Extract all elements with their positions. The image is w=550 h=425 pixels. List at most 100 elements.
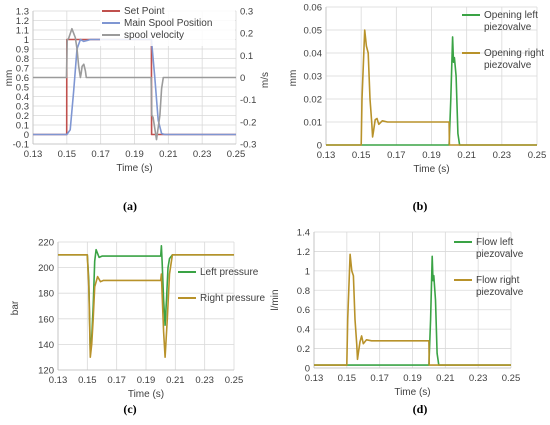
chart-panel-b: 0.13 0.15 0.17 0.19 0.21 0.23 0.25 0 0.01 0.02 0.0… (288, 3, 546, 214)
legend: Opening left piezovalve Opening right piezo… (462, 10, 544, 71)
x-axis-label: Time (s) (116, 163, 152, 174)
legend-label: Left pressure (200, 267, 259, 278)
y-tick-label: 0.02 (304, 95, 323, 106)
legend: Left pressure Right pressure (178, 267, 265, 304)
x-tick-label: 0.19 (422, 150, 441, 161)
x-tick-label: 0.15 (338, 373, 357, 384)
y-tick-label: 0.4 (297, 325, 310, 336)
legend-label: Flow right piezovalve (476, 275, 524, 298)
y-axis-label: bar (10, 300, 21, 315)
x-tick-label: 0.19 (125, 149, 144, 160)
x-tick-label: 0.19 (137, 375, 156, 386)
y-tick-label: 0 (305, 364, 310, 375)
x-tick-label: 0.21 (457, 150, 476, 161)
x-axis-label: Time (s) (128, 389, 164, 400)
panel-caption: (a) (123, 199, 137, 213)
y-tick-label: 1.3 (16, 7, 29, 18)
y2-tick-label: 0.3 (240, 7, 253, 18)
series-line-2 (314, 253, 511, 366)
x-tick-label: 0.15 (58, 149, 77, 160)
y2-tick-label: -0.3 (240, 140, 256, 151)
x-tick-label: 0.13 (49, 375, 68, 386)
x-axis-label: Time (s) (413, 164, 449, 175)
x-tick-label: 0.25 (502, 373, 521, 384)
x-tick-label: 0.23 (493, 150, 512, 161)
legend-label: Flow left piezovalve (476, 237, 524, 260)
y-tick-label: 0.6 (16, 73, 29, 84)
legend: Flow left piezovalve Flow right piezovalve (454, 237, 524, 298)
y-tick-label: 0.1 (16, 121, 29, 132)
y-tick-label: 1.2 (16, 16, 29, 27)
y-tick-label: 0.4 (16, 92, 29, 103)
y-tick-label: 1.4 (297, 228, 310, 239)
y-tick-label: 0.7 (16, 64, 29, 75)
y2-tick-label: -0.1 (240, 95, 256, 106)
y-tick-label: 160 (38, 314, 54, 325)
series-line-3 (33, 27, 236, 141)
y-tick-label: 1 (24, 35, 29, 46)
y-tick-label: 0.5 (16, 83, 29, 94)
x-tick-label: 0.15 (78, 375, 97, 386)
chart-panel-a: 0.13 0.15 0.17 0.19 0.21 0.23 0.25-0.100.10.20… (4, 6, 271, 213)
y-tick-label: 0 (24, 130, 29, 141)
series-line-2 (326, 29, 537, 146)
legend-label: Opening left piezovalve (484, 10, 538, 33)
y-tick-label: 1.2 (297, 247, 310, 258)
x-tick-label: 0.21 (436, 373, 455, 384)
y-tick-label: 0.8 (297, 286, 310, 297)
x-tick-label: 0.21 (166, 375, 185, 386)
panel-caption: (b) (413, 199, 428, 213)
y-tick-label: 0.9 (16, 45, 29, 56)
x-tick-label: 0.15 (352, 150, 371, 161)
y2-axis-label: m/s (260, 72, 271, 88)
y2-tick-label: -0.2 (240, 117, 256, 128)
legend-label: Opening right piezovalve (484, 48, 544, 71)
y-axis-label: l/min (270, 289, 281, 310)
panel-caption: (d) (413, 402, 428, 416)
legend-label: Right pressure (200, 293, 265, 304)
y-tick-label: 0.01 (304, 118, 323, 129)
y2-tick-label: 0.1 (240, 51, 253, 62)
y-tick-label: 0.2 (16, 111, 29, 122)
legend-label: Main Spool Position (124, 18, 212, 29)
y-tick-label: 1.1 (16, 26, 29, 37)
y-tick-label: 0.04 (304, 49, 323, 60)
y-tick-label: 0.8 (16, 54, 29, 65)
series-line-2 (58, 254, 234, 359)
x-tick-label: 0.25 (225, 375, 244, 386)
x-tick-label: 0.21 (159, 149, 178, 160)
x-tick-label: 0.13 (305, 373, 324, 384)
y-tick-label: 120 (38, 366, 54, 377)
series-line-2 (33, 38, 236, 136)
legend-background (100, 6, 235, 46)
y-tick-label: 0 (317, 141, 322, 152)
y-tick-label: 1 (305, 266, 310, 277)
x-tick-label: 0.25 (528, 150, 547, 161)
x-tick-label: 0.25 (227, 149, 246, 160)
y-axis-label: mm (288, 70, 299, 87)
chart-panel-c: 0.13 0.15 0.17 0.19 0.21 0.23 0.25 120 140 160 180… (10, 238, 265, 417)
x-tick-label: 0.23 (195, 375, 214, 386)
series-line-1 (326, 36, 537, 146)
y-tick-label: 220 (38, 238, 54, 249)
y-tick-label: 180 (38, 289, 54, 300)
y2-tick-label: 0 (240, 73, 245, 84)
x-tick-label: 0.23 (469, 373, 488, 384)
x-tick-label: 0.23 (193, 149, 212, 160)
y-tick-label: 200 (38, 263, 54, 274)
series-line-1 (314, 255, 511, 366)
y2-tick-label: 0.2 (240, 29, 253, 40)
y-tick-label: 0.06 (304, 3, 323, 14)
y-tick-label: 0.6 (297, 305, 310, 316)
legend-label: spool velocity (124, 30, 184, 41)
x-tick-label: 0.17 (387, 150, 406, 161)
y-tick-label: -0.1 (13, 140, 29, 151)
x-tick-label: 0.19 (403, 373, 422, 384)
x-axis-label: Time (s) (394, 387, 430, 398)
x-tick-label: 0.17 (91, 149, 110, 160)
x-tick-label: 0.17 (370, 373, 389, 384)
panel-caption: (c) (123, 402, 136, 416)
y-tick-label: 0.3 (16, 102, 29, 113)
